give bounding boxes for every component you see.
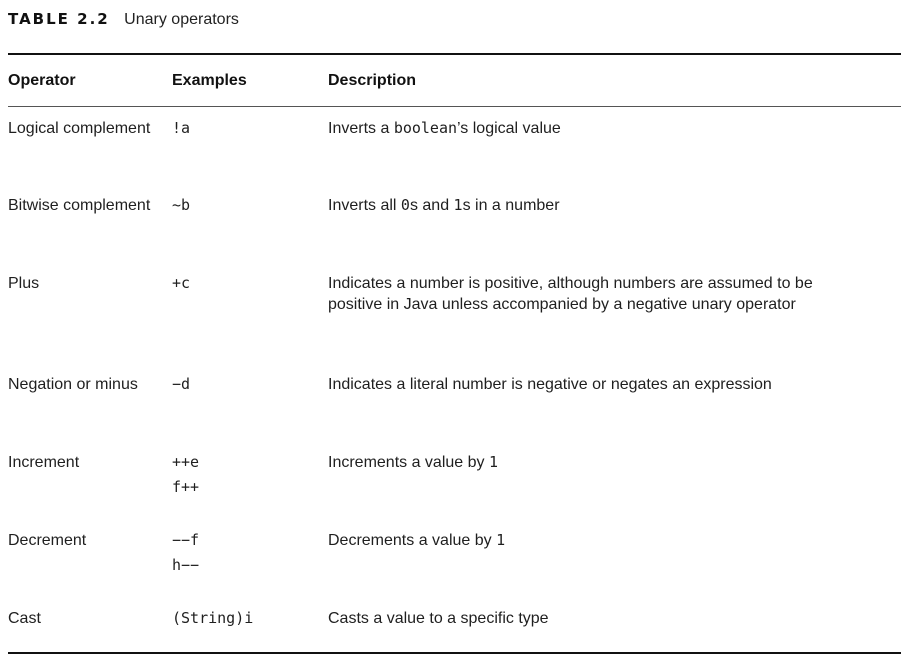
header-examples: Examples — [172, 72, 247, 89]
operator-cell: Logical complement — [8, 120, 151, 137]
operator-cell: Decrement — [8, 532, 87, 549]
operator-cell: Plus — [8, 275, 40, 292]
example-code: h−− — [172, 556, 200, 574]
header-operator: Operator — [8, 72, 76, 89]
table-bottom-rule — [8, 652, 901, 654]
operator-cell: Cast — [8, 610, 41, 627]
description-text: Decrements a value by — [328, 532, 497, 549]
header-description: Description — [328, 72, 417, 89]
description-cell: Indicates a number is positive, although… — [328, 273, 848, 315]
description-text: Indicates a literal number is negative o… — [328, 376, 772, 393]
description-code: 1 — [488, 453, 498, 471]
description-code: 0 — [400, 196, 410, 214]
example-code: +c — [172, 274, 191, 292]
description-text: s and — [409, 197, 454, 214]
example-code: !a — [172, 119, 191, 137]
operator-cell: Increment — [8, 454, 80, 471]
description-text: Increments a value by — [328, 454, 489, 471]
description-code: boolean — [393, 119, 458, 137]
example-code: f++ — [172, 478, 200, 496]
examples-cell: −−f h−− — [172, 530, 199, 580]
description-cell: Increments a value by 1 — [328, 452, 848, 473]
table-number: TABLE 2.2 — [8, 10, 110, 28]
description-code: 1 — [453, 196, 463, 214]
examples-cell: +c — [172, 273, 190, 298]
table-title: Unary operators — [124, 11, 239, 28]
example-code: −d — [172, 375, 191, 393]
description-cell: Casts a value to a specific type — [328, 608, 848, 629]
examples-cell: !a — [172, 118, 190, 143]
example-code: (String)i — [172, 609, 254, 627]
description-text: Indicates a number is positive, although… — [328, 275, 813, 313]
description-text: ’s logical value — [457, 120, 561, 137]
table-caption: TABLE 2.2 Unary operators — [8, 8, 239, 30]
description-text: Casts a value to a specific type — [328, 610, 549, 627]
example-code: ++e — [172, 453, 200, 471]
description-cell: Inverts all 0s and 1s in a number — [328, 195, 848, 216]
examples-cell: ~b — [172, 195, 190, 220]
table-top-rule — [8, 53, 901, 55]
table-header-row: Operator Examples Description — [8, 55, 901, 106]
operator-cell: Bitwise complement — [8, 197, 151, 214]
table-header-rule — [8, 106, 901, 107]
examples-cell: ++e f++ — [172, 452, 199, 502]
example-code: −−f — [172, 531, 200, 549]
description-cell: Inverts a boolean’s logical value — [328, 118, 848, 139]
description-code: 1 — [496, 531, 506, 549]
example-code: ~b — [172, 196, 191, 214]
description-text: Inverts all — [328, 197, 401, 214]
operator-cell: Negation or minus — [8, 376, 138, 393]
description-text: Inverts a — [328, 120, 394, 137]
description-text: s in a number — [462, 197, 560, 214]
description-cell: Decrements a value by 1 — [328, 530, 848, 551]
examples-cell: −d — [172, 374, 190, 399]
description-cell: Indicates a literal number is negative o… — [328, 374, 848, 395]
examples-cell: (String)i — [172, 608, 253, 633]
